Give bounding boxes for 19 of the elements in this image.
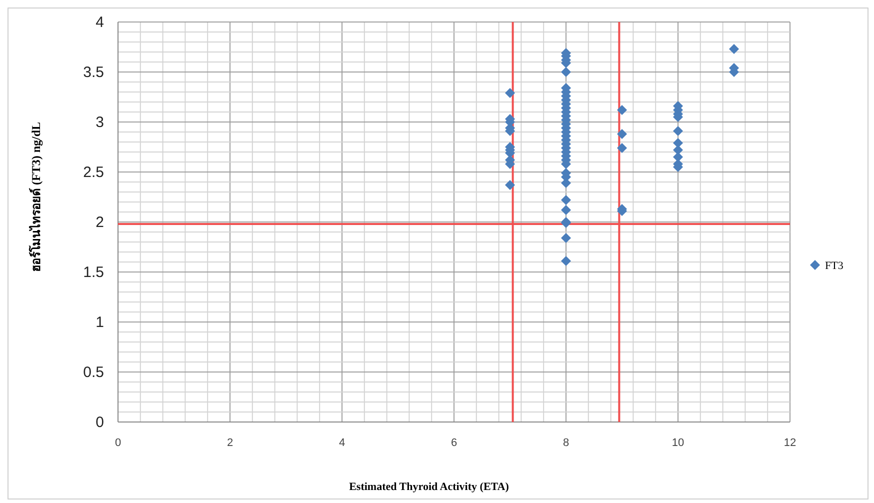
x-tick-label: 6 bbox=[450, 437, 458, 449]
x-tick-label: 8 bbox=[562, 437, 570, 449]
x-axis-title: Estimated Thyroid Activity (ETA) bbox=[349, 481, 510, 493]
legend-label: FT3 bbox=[825, 260, 844, 272]
y-tick-label: 0.5 bbox=[83, 364, 104, 381]
x-tick-label: 4 bbox=[338, 437, 346, 449]
x-tick-label: 0 bbox=[114, 437, 122, 449]
y-tick-label: 3.5 bbox=[83, 64, 104, 81]
y-tick-label: 0 bbox=[96, 414, 104, 431]
y-tick-label: 1.5 bbox=[83, 264, 104, 281]
y-tick-label: 2 bbox=[96, 214, 104, 231]
y-axis-title: ฮอร์โมนไทรอยด์ (FT3) ng/dL bbox=[28, 122, 43, 272]
y-tick-label: 4 bbox=[96, 14, 104, 31]
y-tick-label: 1 bbox=[96, 314, 104, 331]
y-tick-label: 2.5 bbox=[83, 164, 104, 181]
x-tick-label: 10 bbox=[672, 437, 684, 449]
x-tick-label: 12 bbox=[784, 437, 796, 449]
x-tick-label: 2 bbox=[226, 437, 234, 449]
y-tick-label: 3 bbox=[96, 114, 104, 131]
